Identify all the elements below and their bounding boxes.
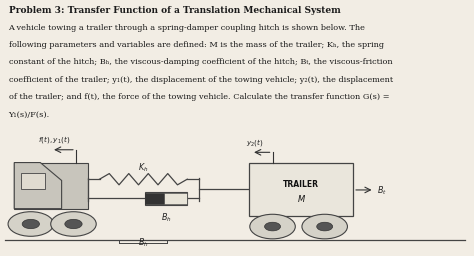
Circle shape [51,212,96,236]
Circle shape [8,212,54,236]
Circle shape [250,214,295,239]
Text: constant of the hitch; Bₕ, the viscous-damping coefficient of the hitch; Bₜ, the: constant of the hitch; Bₕ, the viscous-d… [9,58,392,66]
Text: $K_h$: $K_h$ [138,161,148,174]
Bar [145,193,164,204]
Text: $y_2(t)$: $y_2(t)$ [246,137,264,148]
Circle shape [302,214,347,239]
Text: $B_t$: $B_t$ [377,185,387,197]
Text: A vehicle towing a trailer through a spring-damper coupling hitch is shown below: A vehicle towing a trailer through a spr… [9,24,365,31]
Text: M: M [297,195,305,204]
Bar [145,192,187,205]
Circle shape [65,219,82,229]
Bar [249,163,353,216]
Text: $B_h$: $B_h$ [161,212,171,225]
Text: $B_h$: $B_h$ [138,236,148,249]
Text: Problem 3: Transfer Function of a Translation Mechanical System: Problem 3: Transfer Function of a Transl… [9,6,340,15]
Bar [14,163,88,209]
Text: TRAILER: TRAILER [283,180,319,189]
Circle shape [22,219,39,229]
Bar [164,193,187,204]
Polygon shape [14,163,62,209]
Text: coefficient of the trailer; y₁(t), the displacement of the towing vehicle; y₂(t): coefficient of the trailer; y₁(t), the d… [9,76,392,84]
Text: following parameters and variables are defined: M is the mass of the trailer; Kₕ: following parameters and variables are d… [9,41,383,49]
Circle shape [317,222,333,231]
Text: $f(t),y_1(t)$: $f(t),y_1(t)$ [38,134,71,145]
Bar [21,173,45,189]
Circle shape [264,222,281,231]
Text: of the trailer; and f(t), the force of the towing vehicle. Calculate the transfe: of the trailer; and f(t), the force of t… [9,93,389,101]
Text: Y₁(s)/F(s).: Y₁(s)/F(s). [9,111,50,119]
